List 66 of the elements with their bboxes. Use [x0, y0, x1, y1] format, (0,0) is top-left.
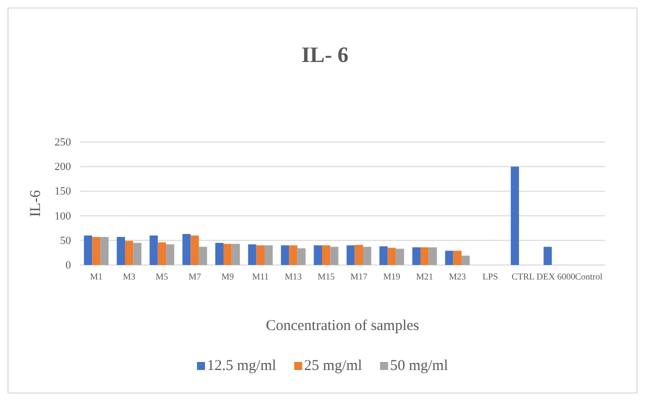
x-tick-label: DEX 6000 [536, 272, 576, 282]
y-tick-label: 50 [60, 234, 72, 247]
bar [264, 245, 273, 265]
x-tick-label: M23 [448, 272, 466, 282]
bar [84, 235, 92, 265]
x-tick-label: M15 [318, 272, 336, 282]
bar [420, 247, 429, 265]
bar [182, 234, 191, 265]
bar [396, 248, 404, 265]
bar [158, 242, 166, 265]
bar [232, 244, 240, 265]
bar [256, 245, 265, 265]
y-tick-label: 200 [54, 161, 72, 174]
x-tick-label: M5 [156, 272, 169, 282]
legend-label: 50 mg/ml [390, 358, 448, 374]
bar [223, 244, 232, 265]
bar [445, 250, 454, 265]
bar [297, 248, 306, 265]
bar [215, 242, 224, 265]
bar [100, 236, 109, 265]
bar [346, 245, 355, 265]
bar [453, 250, 462, 265]
bar [363, 246, 372, 265]
bar [462, 256, 470, 265]
x-tick-label: M3 [122, 272, 136, 282]
legend-label: 25 mg/ml [304, 358, 362, 374]
y-tick-label: 100 [54, 210, 72, 222]
bar [198, 246, 208, 265]
bar [330, 246, 338, 265]
x-tick-label: CTRL [512, 272, 535, 282]
y-tick-label: 250 [54, 136, 72, 149]
x-tick-label: LPS [482, 272, 498, 282]
bar [412, 247, 420, 265]
x-tick-label: M21 [416, 272, 434, 282]
y-tick-label: 0 [66, 260, 72, 272]
x-tick-label: M11 [252, 272, 269, 282]
bar [133, 242, 142, 265]
x-tick-label: M17 [350, 272, 368, 282]
bar [314, 245, 322, 265]
chart-title: IL- 6 [301, 42, 349, 67]
bar [379, 246, 388, 265]
bar [322, 245, 330, 265]
x-tick-label: M19 [383, 272, 401, 282]
bar [280, 245, 290, 265]
x-axis-title: Concentration of samples [266, 318, 420, 334]
bar [248, 244, 256, 265]
x-tick-label: M9 [221, 272, 234, 282]
bar [544, 246, 552, 265]
y-axis-title: IL-6 [28, 190, 44, 217]
bar [150, 235, 158, 265]
bar [388, 248, 396, 265]
x-tick-label: M1 [90, 272, 103, 282]
bar [92, 236, 100, 265]
bar [116, 236, 125, 265]
legend-label: 12.5 mg/ml [206, 358, 276, 374]
x-tick-label: Control [574, 272, 603, 282]
bar [190, 235, 199, 265]
bar [354, 244, 364, 265]
bar [428, 247, 437, 265]
bar [166, 244, 174, 265]
bar [510, 166, 519, 265]
x-tick-label: M13 [284, 272, 302, 282]
bar [124, 240, 134, 265]
x-tick-label: M7 [188, 272, 202, 282]
y-tick-label: 150 [54, 186, 72, 198]
bar [289, 245, 298, 265]
